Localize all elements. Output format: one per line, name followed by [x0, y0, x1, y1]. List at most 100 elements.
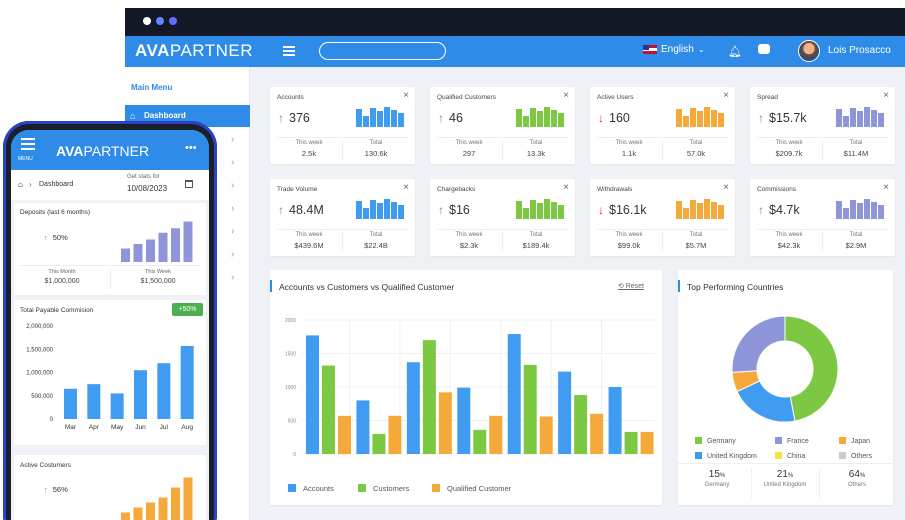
mini-bar [391, 110, 397, 127]
legend-label: China [787, 453, 806, 460]
chat-icon[interactable] [758, 44, 770, 54]
mini-bar [843, 208, 849, 219]
mini-bar [850, 200, 856, 219]
chevron-down-icon: ⌄ [697, 45, 705, 54]
date-value[interactable]: 10/08/2023 [127, 184, 168, 193]
brand-logo[interactable]: AVAPARTNER [135, 41, 254, 60]
x-tick-label: May [111, 424, 124, 431]
home-icon: ⌂ [130, 111, 136, 121]
sidebar-item-label: Dashboard [144, 111, 186, 120]
donut-legend-item[interactable]: Germany [695, 437, 736, 445]
arrow-up-icon: ↑ [438, 111, 444, 125]
donut-legend-item[interactable]: France [775, 437, 809, 445]
legend-swatch [358, 484, 366, 492]
stat-total-value: $2.9M [845, 241, 867, 250]
accounts-bar-chart: 2000 1500 1000 500 0 Accounts Customers Qualifi… [285, 318, 655, 493]
bar-accounts [406, 362, 420, 454]
divider [662, 233, 663, 251]
mini-bar [878, 113, 885, 127]
donut-legend-item[interactable]: Others [839, 452, 872, 460]
donut-legend-item[interactable]: United Kingdom [695, 452, 757, 460]
legend-swatch [432, 484, 440, 492]
close-icon[interactable]: × [563, 90, 569, 101]
window-dot-minimize[interactable] [156, 17, 164, 25]
stat-week-label: This week [615, 232, 643, 238]
stat-title: Active Users [597, 94, 634, 101]
stat-value: $1,500,000 [140, 278, 176, 285]
close-icon[interactable]: × [723, 182, 729, 193]
close-icon[interactable]: × [883, 182, 889, 193]
close-icon[interactable]: × [883, 90, 889, 101]
close-icon[interactable]: × [563, 182, 569, 193]
divider [751, 468, 752, 498]
mini-bar [523, 116, 529, 127]
bar-customers [523, 364, 537, 454]
mini-bar [398, 205, 405, 219]
window-titlebar [125, 8, 905, 36]
divider [502, 141, 503, 159]
chevron-right-icon[interactable]: › [231, 157, 235, 168]
mini-bar [133, 244, 143, 262]
mini-bar [711, 202, 717, 219]
card-title: Active Costumers [20, 462, 71, 469]
search-input[interactable] [319, 42, 446, 60]
window-dot-maximize[interactable] [169, 17, 177, 25]
country-summary: 21% United Kingdom [756, 469, 814, 488]
bar-customers [372, 433, 386, 454]
stat-title: Spread [757, 94, 778, 101]
chevron-right-icon[interactable]: › [231, 203, 235, 214]
home-icon[interactable]: ⌂ [18, 180, 23, 189]
bell-icon[interactable]: 🔔︎ [728, 46, 742, 58]
window-dot-close[interactable] [143, 17, 151, 25]
divider [819, 468, 820, 498]
mini-bar [836, 201, 842, 219]
mini-bar [850, 108, 856, 127]
hamburger-menu-icon[interactable] [21, 138, 35, 153]
active-customers-card: Active Costumers ↑ 56% [14, 455, 206, 520]
stat-total-label: Total [529, 232, 543, 238]
close-icon[interactable]: × [403, 182, 409, 193]
more-options-icon[interactable]: ••• [185, 142, 197, 154]
mini-bar [158, 232, 168, 262]
mini-bar [718, 205, 725, 219]
hamburger-menu-icon[interactable] [283, 46, 295, 56]
stat-week-label: This week [295, 140, 323, 146]
donut-legend-item[interactable]: China [775, 452, 805, 460]
close-icon[interactable]: × [403, 90, 409, 101]
chevron-right-icon[interactable]: › [231, 249, 235, 260]
language-selector[interactable]: English ⌄ [643, 44, 705, 55]
chevron-right-icon[interactable]: › [231, 134, 235, 145]
calendar-icon[interactable] [185, 180, 193, 188]
reset-button[interactable]: ⟲ Reset [617, 283, 644, 290]
stat-total-value: 57.0k [686, 149, 706, 158]
user-name[interactable]: Lois Prosacco [828, 45, 891, 56]
chevron-right-icon[interactable]: › [231, 272, 235, 283]
stat-card: Qualified Customers × ↑ 46 This week 297 Total… [430, 87, 575, 164]
y-tick-label: 500,000 [31, 394, 53, 400]
divider [597, 137, 728, 138]
stat-mini-bars [516, 199, 565, 219]
stat-week-label: This week [775, 232, 803, 238]
chevron-right-icon[interactable]: › [231, 180, 235, 191]
stat-title: Chargebacks [437, 186, 476, 193]
stat-total-value: 130.6k [364, 149, 388, 158]
user-avatar[interactable] [798, 40, 820, 62]
stat-total-label: Total [369, 232, 383, 238]
mini-bar [356, 201, 362, 219]
brand-logo[interactable]: AVAPARTNER [56, 143, 150, 159]
mini-bar [530, 200, 536, 219]
bar-customers [473, 429, 487, 454]
mini-bar [183, 477, 193, 520]
close-icon[interactable]: × [723, 90, 729, 101]
legend-swatch [695, 437, 702, 444]
divider [20, 265, 200, 266]
chevron-right-icon[interactable]: › [231, 226, 235, 237]
x-tick-label: Jul [160, 424, 169, 431]
stat-title: Qualified Customers [437, 94, 496, 101]
us-flag-icon [643, 45, 657, 54]
active-percent: ↑ 56% [44, 485, 68, 494]
donut-legend-item[interactable]: Japan [839, 437, 870, 445]
stat-mini-bars [356, 107, 405, 127]
bar-accounts [507, 334, 521, 454]
